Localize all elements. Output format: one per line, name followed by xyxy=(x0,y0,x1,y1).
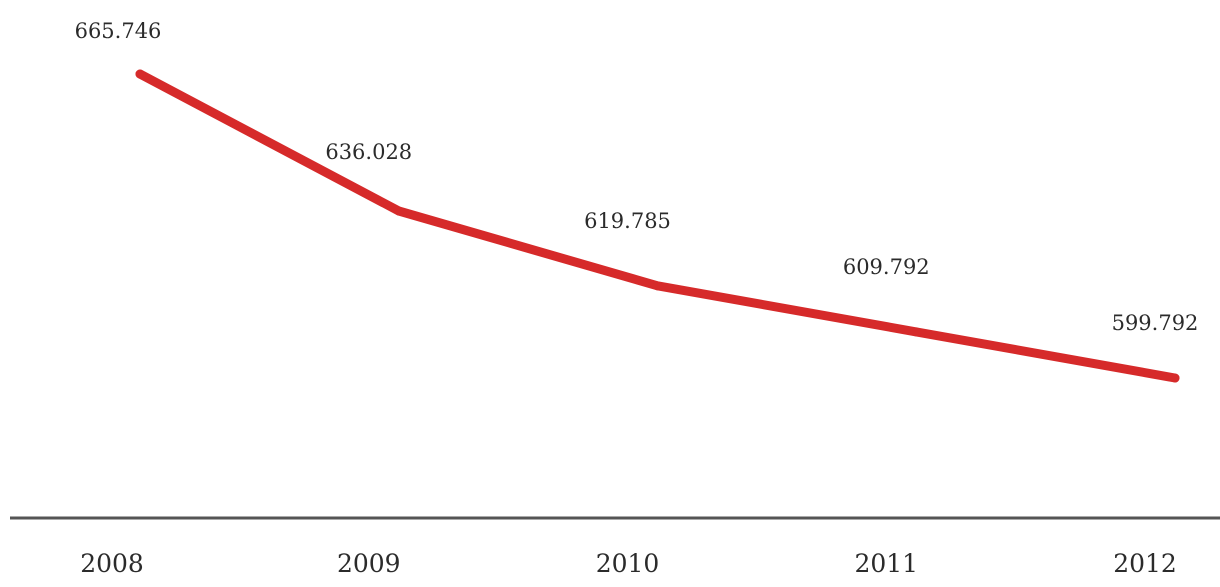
x-tick-label-2011: 2011 xyxy=(854,549,918,578)
x-tick-label-2008: 2008 xyxy=(80,549,144,578)
data-label-2011: 609.792 xyxy=(843,255,930,279)
data-point-2009 xyxy=(394,206,404,216)
data-point-2010 xyxy=(653,281,662,291)
data-labels: 665.746 636.028 619.785 609.792 599.792 xyxy=(75,19,1199,335)
data-label-2008: 665.746 xyxy=(75,19,162,43)
data-point-2011 xyxy=(911,327,921,337)
data-layer xyxy=(135,69,1180,383)
data-label-2010: 619.785 xyxy=(584,209,671,233)
x-tick-label-2009: 2009 xyxy=(337,549,401,578)
x-tick-label-2010: 2010 xyxy=(596,549,660,578)
data-point-2008 xyxy=(135,69,145,79)
data-label-2012: 599.792 xyxy=(1112,311,1199,335)
x-tick-labels: 2008 2009 2010 2011 2012 xyxy=(80,549,1177,578)
x-tick-label-2012: 2012 xyxy=(1113,549,1177,578)
data-point-2012 xyxy=(1170,373,1180,383)
data-label-2009: 636.028 xyxy=(325,140,412,164)
